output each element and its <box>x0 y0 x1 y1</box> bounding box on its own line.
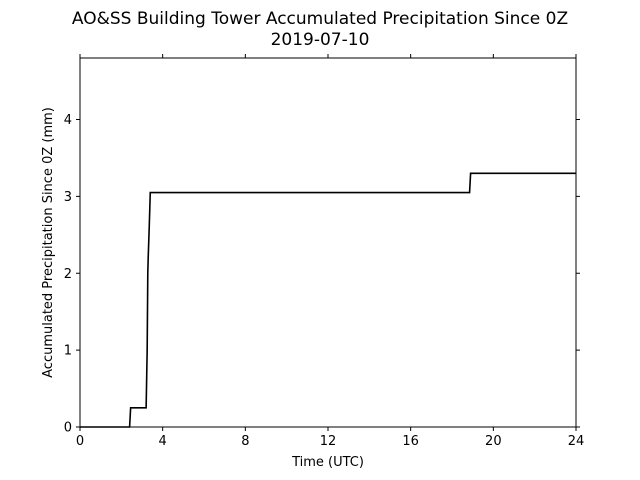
y-tick-label: 4 <box>64 113 72 128</box>
y-tick-label: 2 <box>64 267 72 282</box>
x-tick-label: 16 <box>402 434 419 449</box>
y-tick-label: 3 <box>64 190 72 205</box>
plot-area <box>80 172 576 428</box>
x-tick-label: 4 <box>159 434 167 449</box>
x-tick-label: 0 <box>76 434 84 449</box>
x-tick-label: 12 <box>320 434 337 449</box>
y-tick-label: 0 <box>64 421 72 436</box>
series-line-0 <box>80 172 576 428</box>
x-axis-label: Time (UTC) <box>291 455 364 470</box>
chart-title: AO&SS Building Tower Accumulated Precipi… <box>72 9 568 29</box>
plot-frame <box>79 57 577 428</box>
y-tick-label: 1 <box>64 344 72 359</box>
chart-subtitle: 2019-07-10 <box>271 30 370 50</box>
y-axis-label: Accumulated Precipitation Since 0Z (mm) <box>41 107 56 378</box>
x-tick-label: 24 <box>568 434 585 449</box>
x-tick-label: 20 <box>485 434 502 449</box>
x-tick-label: 8 <box>241 434 249 449</box>
